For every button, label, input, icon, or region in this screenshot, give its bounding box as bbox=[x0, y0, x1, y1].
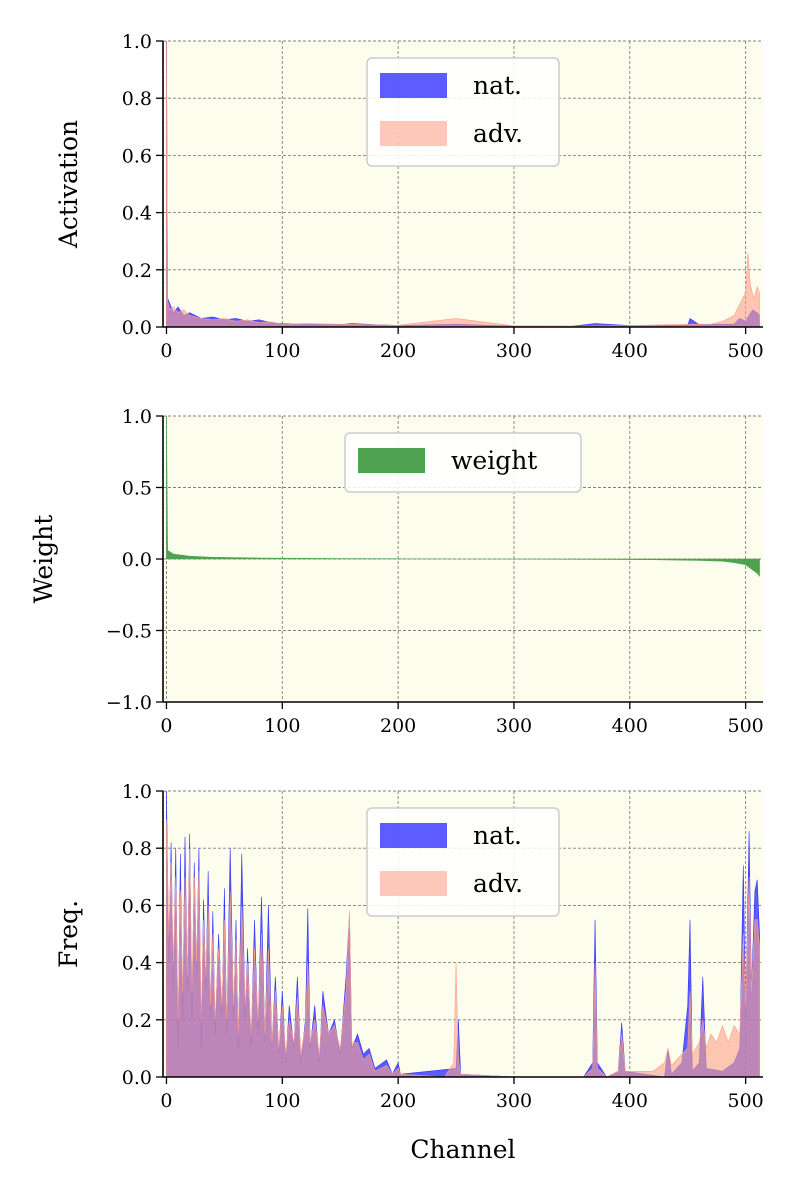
frequency-ytick-label-4: 0.8 bbox=[122, 838, 152, 860]
frequency-ytick-label-0: 0.0 bbox=[122, 1067, 152, 1089]
weight-legend-box bbox=[344, 432, 582, 493]
frequency-series-adv bbox=[166, 819, 760, 1077]
activation-xtick-label-5: 500 bbox=[727, 340, 763, 362]
activation-legend-label-1: adv. bbox=[473, 119, 523, 148]
activation-ytick-label-0: 0.0 bbox=[122, 317, 152, 339]
weight-ytick-label-2: 0.0 bbox=[122, 549, 152, 571]
frequency-ylabel: Freq. bbox=[54, 900, 83, 968]
frequency-legend-swatch-0 bbox=[380, 823, 447, 848]
weight-ytick-label-3: 0.5 bbox=[122, 478, 152, 500]
frequency-xtick-label-3: 300 bbox=[496, 1090, 532, 1112]
weight-ytick-label-0: −1.0 bbox=[106, 692, 152, 714]
weight-legend: weight bbox=[344, 432, 582, 493]
weight-legend-swatch-0 bbox=[358, 448, 425, 473]
activation-ytick-label-3: 0.6 bbox=[122, 145, 152, 167]
frequency-panel: 0 100 200 300 400 500 0.0 0.2 0.4 0.6 0.8 1.0 Freq. C… bbox=[54, 781, 764, 1164]
weight-xtick-label-0: 0 bbox=[160, 715, 172, 737]
activation-xtick-label-0: 0 bbox=[160, 340, 172, 362]
weight-xtick-label-4: 400 bbox=[612, 715, 648, 737]
frequency-legend: nat. adv. bbox=[366, 807, 560, 917]
frequency-ytick-label-1: 0.2 bbox=[122, 1010, 152, 1032]
weight-legend-label-0: weight bbox=[451, 446, 537, 475]
activation-ytick-label-4: 0.8 bbox=[122, 88, 152, 110]
activation-ytick-label-1: 0.2 bbox=[122, 260, 152, 282]
frequency-ytick-label-5: 1.0 bbox=[122, 781, 152, 803]
weight-series-weight bbox=[166, 416, 760, 578]
frequency-xtick-label-4: 400 bbox=[612, 1090, 648, 1112]
weight-xtick-label-1: 100 bbox=[264, 715, 300, 737]
frequency-xtick-label-5: 500 bbox=[727, 1090, 763, 1112]
weight-panel: 0 100 200 300 400 500 −1.0 −0.5 0.0 0.5 1.0 Weight w… bbox=[29, 406, 764, 737]
activation-xtick-label-2: 200 bbox=[380, 340, 416, 362]
activation-ytick-label-2: 0.4 bbox=[122, 203, 152, 225]
weight-ylabel: Weight bbox=[29, 515, 58, 604]
activation-ylabel: Activation bbox=[54, 120, 83, 249]
frequency-xlabel: Channel bbox=[410, 1135, 515, 1164]
frequency-legend-label-0: nat. bbox=[473, 821, 522, 850]
weight-xtick-label-5: 500 bbox=[727, 715, 763, 737]
frequency-legend-swatch-1 bbox=[380, 871, 447, 896]
activation-legend-swatch-1 bbox=[380, 121, 447, 146]
activation-legend: nat. adv. bbox=[366, 57, 560, 167]
activation-series-adv bbox=[166, 41, 760, 327]
frequency-ytick-label-2: 0.4 bbox=[122, 953, 152, 975]
frequency-xtick-label-2: 200 bbox=[380, 1090, 416, 1112]
frequency-ytick-label-3: 0.6 bbox=[122, 895, 152, 917]
activation-legend-swatch-0 bbox=[380, 73, 447, 98]
activation-legend-label-0: nat. bbox=[473, 71, 522, 100]
frequency-legend-label-1: adv. bbox=[473, 869, 523, 898]
weight-ytick-label-1: −0.5 bbox=[106, 621, 152, 643]
activation-xtick-label-3: 300 bbox=[496, 340, 532, 362]
weight-ytick-label-4: 1.0 bbox=[122, 406, 152, 428]
activation-panel: 0 100 200 300 400 500 0.0 0.2 0.4 0.6 0.8 1.0 Activa… bbox=[54, 31, 764, 362]
activation-ytick-label-5: 1.0 bbox=[122, 31, 152, 53]
weight-xtick-label-3: 300 bbox=[496, 715, 532, 737]
activation-xtick-label-4: 400 bbox=[612, 340, 648, 362]
activation-xtick-label-1: 100 bbox=[264, 340, 300, 362]
weight-xtick-label-2: 200 bbox=[380, 715, 416, 737]
frequency-xtick-label-0: 0 bbox=[160, 1090, 172, 1112]
frequency-xtick-label-1: 100 bbox=[264, 1090, 300, 1112]
